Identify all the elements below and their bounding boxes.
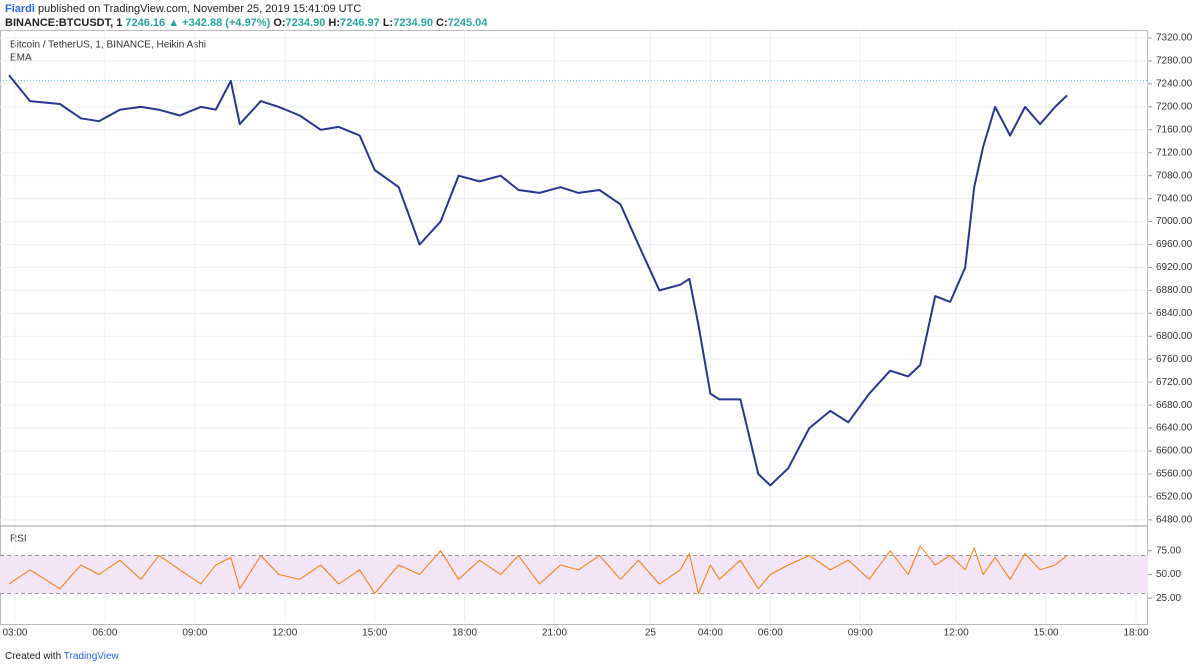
x-tick-label: 04:00 — [698, 628, 723, 639]
price: 7246.16 — [125, 17, 166, 29]
rsi-band — [0, 555, 1148, 594]
y-tick-label: 25.00 — [1156, 593, 1181, 604]
x-tick-label: 18:00 — [1123, 628, 1148, 639]
x-tick-label: 06:00 — [758, 628, 783, 639]
chart-title: Bitcoin / TetherUS, 1, BINANCE, Heikin A… — [10, 40, 206, 51]
h: 7246.97 — [339, 17, 380, 29]
plot-frame — [0, 30, 1148, 625]
symbol: BINANCE:BTCUSDT, 1 — [5, 17, 123, 29]
o: 7234.90 — [285, 17, 326, 29]
footer: Created with TradingView — [5, 651, 119, 662]
y-tick-label: 6880.00 — [1156, 285, 1193, 296]
x-tick-label: 15:00 — [1034, 628, 1059, 639]
l: 7234.90 — [393, 17, 433, 29]
y-tick-label: 7120.00 — [1156, 147, 1193, 158]
quote-line: BINANCE:BTCUSDT, 1 7246.16 ▲ +342.88 (+4… — [5, 17, 487, 29]
y-tick-label: 7040.00 — [1156, 193, 1193, 204]
y-tick-label: 6760.00 — [1156, 354, 1193, 365]
c-label: C: — [436, 17, 448, 29]
rsi-line — [8, 545, 1068, 594]
publish-line: Fiardi published on TradingView.com, Nov… — [5, 3, 361, 15]
x-tick-label: 03:00 — [2, 628, 27, 639]
ema-line — [8, 74, 1068, 487]
y-tick-label: 7080.00 — [1156, 170, 1193, 181]
x-tick-label: 09:00 — [848, 628, 873, 639]
h-label: H: — [328, 17, 340, 29]
legend-ema: EMA — [10, 53, 32, 64]
y-tick-label: 6800.00 — [1156, 331, 1193, 342]
y-tick-label: 6640.00 — [1156, 423, 1193, 434]
c: 7245.04 — [447, 17, 488, 29]
x-tick-label: 09:00 — [182, 628, 207, 639]
y-tick-label: 6520.00 — [1156, 492, 1193, 503]
y-tick-label: 6680.00 — [1156, 400, 1193, 411]
x-tick-label: 21:00 — [542, 628, 567, 639]
x-tick-label: 18:00 — [452, 628, 477, 639]
y-tick-label: 6840.00 — [1156, 308, 1193, 319]
x-tick-label: 25 — [645, 628, 657, 639]
y-tick-label: 7200.00 — [1156, 102, 1193, 113]
brand: TradingView — [63, 651, 119, 662]
y-tick-label: 6960.00 — [1156, 239, 1193, 250]
y-tick-label: 50.00 — [1156, 569, 1181, 580]
y-tick-label: 7240.00 — [1156, 79, 1193, 90]
l-label: L: — [382, 17, 394, 29]
author: Fiardi — [5, 3, 35, 15]
y-tick-label: 75.00 — [1156, 545, 1181, 556]
o-label: O: — [273, 17, 286, 29]
x-tick-label: 15:00 — [362, 628, 387, 639]
rsi-title: RSI — [10, 534, 27, 545]
y-tick-label: 7000.00 — [1156, 216, 1193, 227]
y-tick-label: 6720.00 — [1156, 377, 1193, 388]
x-tick-label: 12:00 — [272, 628, 297, 639]
published: published on TradingView.com, November 2… — [38, 3, 362, 15]
y-tick-label: 7280.00 — [1156, 56, 1193, 67]
y-tick-label: 7160.00 — [1156, 124, 1193, 135]
y-tick-label: 6920.00 — [1156, 262, 1193, 273]
x-tick-label: 06:00 — [92, 628, 117, 639]
x-tick-label: 12:00 — [944, 628, 969, 639]
created: Created with — [5, 651, 62, 662]
y-tick-label: 6560.00 — [1156, 469, 1193, 480]
change: ▲ +342.88 (+4.97%) — [168, 17, 271, 29]
y-tick-label: 7320.00 — [1156, 33, 1193, 44]
y-tick-label: 6480.00 — [1156, 514, 1193, 525]
y-tick-label: 6600.00 — [1156, 446, 1193, 457]
